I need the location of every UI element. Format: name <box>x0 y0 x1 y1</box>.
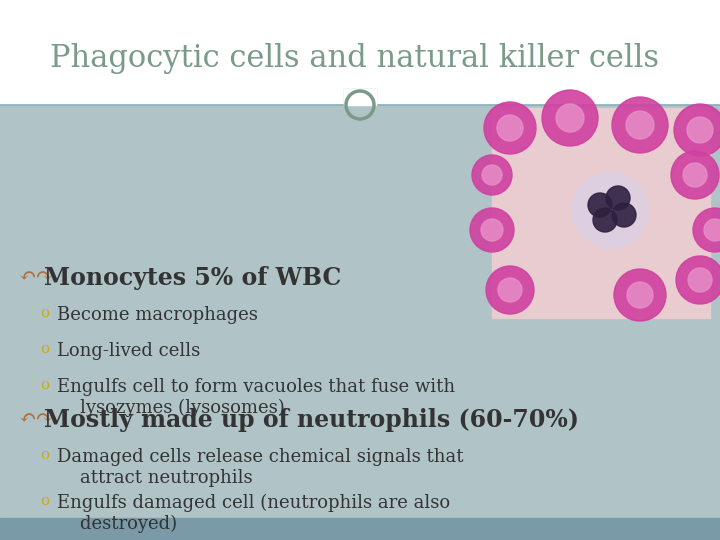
Circle shape <box>687 117 713 143</box>
Circle shape <box>627 282 653 308</box>
Text: Become macrophages: Become macrophages <box>57 306 258 324</box>
Circle shape <box>688 268 712 292</box>
Circle shape <box>482 165 502 185</box>
Circle shape <box>572 172 648 248</box>
Circle shape <box>674 104 720 156</box>
Circle shape <box>484 102 536 154</box>
Text: Engulfs cell to form vacuoles that fuse with
    lysozymes (lysosomes): Engulfs cell to form vacuoles that fuse … <box>57 378 455 417</box>
Text: o: o <box>40 448 49 462</box>
Circle shape <box>486 266 534 314</box>
Text: Engulfs damaged cell (neutrophils are also
    destroyed): Engulfs damaged cell (neutrophils are al… <box>57 494 450 534</box>
Text: o: o <box>40 378 49 392</box>
Circle shape <box>606 186 630 210</box>
Circle shape <box>612 203 636 227</box>
Circle shape <box>556 104 584 132</box>
Text: o: o <box>40 494 49 508</box>
Circle shape <box>542 90 598 146</box>
Bar <box>492 108 710 318</box>
Text: Mostly made up of neutrophils (60-70%): Mostly made up of neutrophils (60-70%) <box>44 408 579 432</box>
Circle shape <box>683 163 707 187</box>
Text: Long-lived cells: Long-lived cells <box>57 342 200 360</box>
Circle shape <box>693 208 720 252</box>
Circle shape <box>593 208 617 232</box>
Bar <box>0 105 720 518</box>
Text: Damaged cells release chemical signals that
    attract neutrophils: Damaged cells release chemical signals t… <box>57 448 464 487</box>
Text: Phagocytic cells and natural killer cells: Phagocytic cells and natural killer cell… <box>50 43 659 73</box>
Circle shape <box>497 115 523 141</box>
Bar <box>344 89 376 105</box>
Text: ↶↷: ↶↷ <box>18 268 53 287</box>
Bar <box>344 89 376 121</box>
Text: Monocytes 5% of WBC: Monocytes 5% of WBC <box>44 266 341 290</box>
Circle shape <box>704 219 720 241</box>
Circle shape <box>470 208 514 252</box>
Circle shape <box>671 151 719 199</box>
Circle shape <box>481 219 503 241</box>
Circle shape <box>626 111 654 139</box>
Text: o: o <box>40 342 49 356</box>
Circle shape <box>588 193 612 217</box>
Circle shape <box>612 97 668 153</box>
Circle shape <box>614 269 666 321</box>
Bar <box>0 518 720 540</box>
Circle shape <box>498 278 522 302</box>
Text: ↶↷: ↶↷ <box>18 410 53 429</box>
Circle shape <box>472 155 512 195</box>
Text: o: o <box>40 306 49 320</box>
Bar <box>0 0 720 105</box>
Circle shape <box>676 256 720 304</box>
